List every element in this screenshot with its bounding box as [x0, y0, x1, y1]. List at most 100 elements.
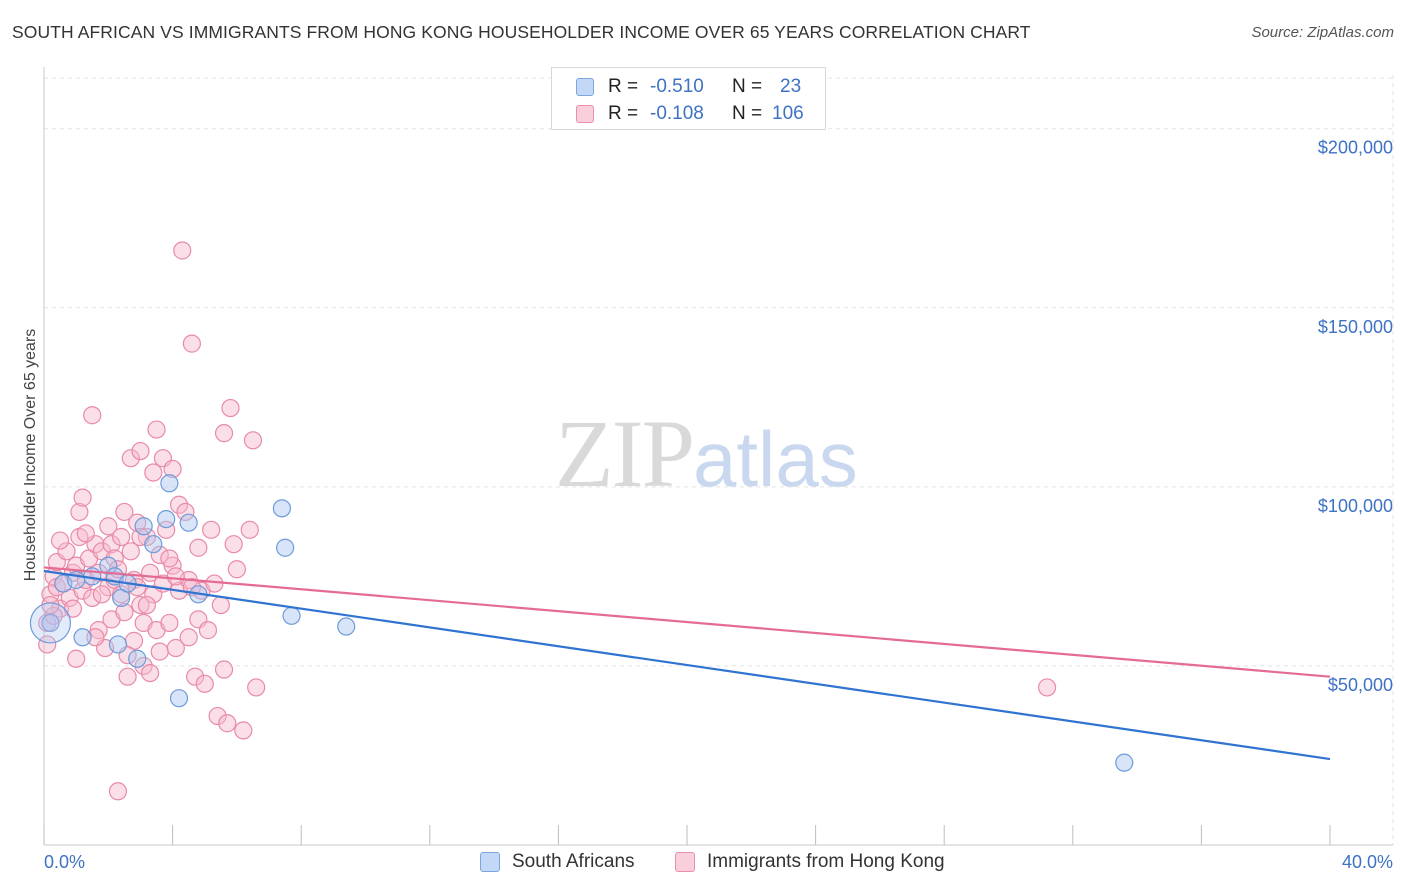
data-point	[166, 567, 185, 586]
data-point	[1037, 678, 1057, 697]
points	[29, 241, 1134, 801]
data-point	[83, 588, 102, 607]
data-point	[337, 617, 356, 636]
x-tick-label-max: 40.0%	[1341, 852, 1393, 872]
data-point	[92, 585, 111, 604]
data-point	[73, 581, 92, 600]
data-point	[38, 635, 57, 654]
series-legend: South Africans Immigrants from Hong Kong	[0, 851, 1406, 877]
y-tick-label: $50,000	[1328, 675, 1393, 695]
data-point	[147, 420, 166, 439]
data-point	[195, 674, 214, 693]
data-point	[137, 595, 156, 615]
data-point	[144, 463, 163, 482]
data-point	[83, 406, 102, 425]
n-label: N =	[732, 76, 763, 97]
data-point	[70, 502, 89, 522]
data-point	[208, 706, 227, 726]
ticks: $50,000 $100,000 $150,000 $200,000	[1318, 138, 1393, 695]
data-point	[218, 714, 237, 733]
data-point	[112, 527, 131, 547]
x-tick-label-min: 0.0%	[44, 852, 86, 872]
legend-swatch-hong-kong	[675, 852, 695, 872]
y-tick-label: $100,000	[1318, 496, 1393, 516]
data-point	[169, 689, 189, 708]
stats-row-hong-kong: R = -0.108 N = 106	[576, 101, 804, 127]
data-point	[169, 495, 189, 514]
data-point	[214, 660, 234, 679]
data-point	[131, 441, 150, 461]
data-point	[276, 538, 295, 557]
data-point	[128, 578, 147, 597]
data-point	[198, 621, 218, 640]
data-point	[67, 649, 86, 668]
data-point	[128, 649, 147, 668]
data-point	[144, 535, 163, 554]
data-point	[205, 574, 224, 593]
data-point	[189, 538, 208, 557]
data-point	[1115, 753, 1134, 772]
data-point	[160, 549, 179, 568]
data-point	[224, 535, 243, 554]
data-point	[182, 334, 201, 353]
data-point	[134, 656, 153, 676]
data-point	[160, 613, 179, 633]
watermark-atlas: atlas	[693, 415, 858, 503]
data-point	[247, 678, 266, 697]
watermark-zip: ZIP	[555, 400, 695, 507]
data-point	[140, 663, 160, 683]
y-tick-label: $150,000	[1318, 317, 1393, 337]
data-point	[76, 524, 95, 543]
watermark: ZIPatlas	[555, 398, 858, 509]
data-point	[160, 474, 179, 493]
data-point	[176, 502, 195, 522]
data-point	[131, 595, 150, 615]
data-point	[102, 535, 121, 554]
data-point	[121, 542, 140, 561]
data-point	[227, 560, 246, 579]
n-value: 23	[780, 76, 802, 97]
stats-legend: R = -0.510 N = 23 R = -0.108 N = 106	[551, 67, 826, 130]
source-label: Source: ZipAtlas.com	[1251, 24, 1394, 41]
data-point	[121, 449, 140, 468]
data-point	[186, 667, 205, 686]
data-point	[50, 531, 70, 550]
data-point	[179, 628, 198, 647]
data-point	[118, 667, 137, 686]
legend-item-south-africans[interactable]: South Africans	[480, 851, 635, 873]
axes	[43, 67, 1393, 846]
r-label: R =	[608, 76, 639, 97]
data-point	[86, 628, 105, 647]
data-point	[173, 241, 192, 260]
data-point	[108, 782, 128, 801]
data-point	[202, 520, 221, 539]
y-tick-label: $200,000	[1318, 138, 1393, 158]
data-point	[150, 545, 169, 565]
r-value: -0.108	[650, 103, 704, 124]
r-value: -0.510	[650, 76, 704, 97]
data-point	[272, 499, 292, 518]
data-point	[29, 602, 72, 644]
data-point	[240, 520, 259, 539]
data-point	[115, 502, 134, 522]
swatch-hong-kong	[576, 105, 594, 123]
data-point	[243, 431, 263, 450]
data-point	[108, 635, 128, 654]
data-point	[41, 613, 60, 633]
n-label: N =	[732, 103, 763, 124]
n-value: 106	[772, 103, 804, 124]
trend-line	[43, 569, 1331, 761]
data-point	[137, 527, 156, 547]
swatch-south-africans	[576, 78, 594, 96]
data-point	[211, 595, 230, 615]
data-point	[157, 520, 176, 539]
data-point	[157, 509, 176, 529]
legend-label-south-africans: South Africans	[512, 851, 635, 872]
data-point	[221, 398, 240, 418]
data-point	[214, 424, 234, 443]
legend-item-hong-kong[interactable]: Immigrants from Hong Kong	[675, 851, 945, 873]
data-point	[163, 459, 182, 479]
data-point	[234, 721, 253, 740]
trend-lines	[43, 566, 1331, 761]
